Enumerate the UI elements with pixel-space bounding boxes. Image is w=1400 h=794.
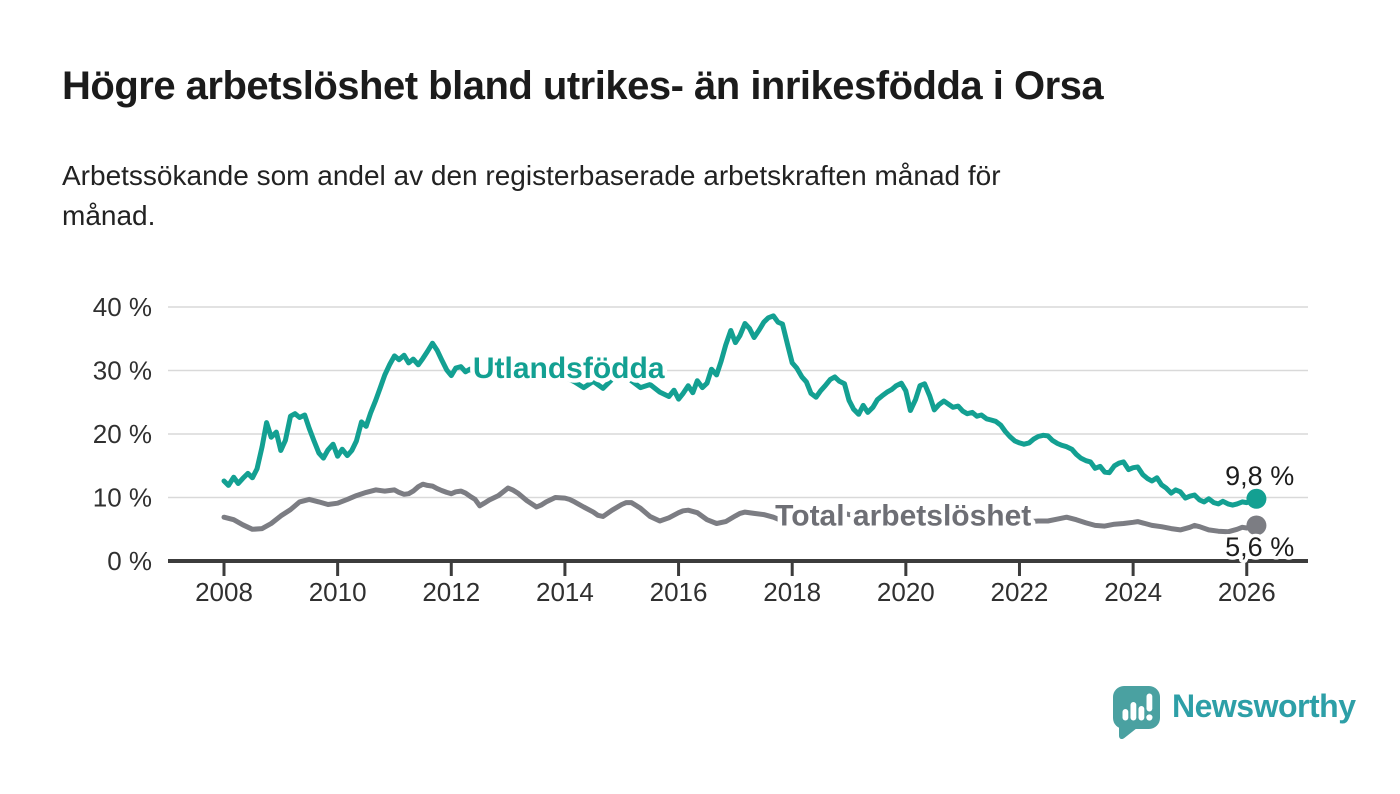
x-tick-label-2008: 2008 [195,577,253,607]
chart-subtitle-line-2: månad. [62,200,156,231]
series-label-utlandsf-dda: Utlandsfödda [473,352,665,385]
series-end-dot-total-arbetsl-shet [1246,515,1267,536]
newsworthy-logo: Newsworthy [1110,682,1356,742]
x-tick-label-2010: 2010 [309,577,367,607]
x-tick-label-2012: 2012 [422,577,480,607]
x-tick-label-2024: 2024 [1104,577,1162,607]
x-tick-label-2018: 2018 [763,577,821,607]
newsworthy-logo-icon [1113,686,1160,740]
series-line-utlandsf-dda [221,313,1259,508]
x-tick-label-2016: 2016 [650,577,708,607]
x-tick-label-2020: 2020 [877,577,935,607]
value-label-9-8-: 9,8 % [1225,461,1294,491]
newsworthy-logo-text: Newsworthy [1172,688,1356,724]
chart-subtitle-line-1: Arbetssökande som andel av den registerb… [62,160,1001,191]
series-label-total-arbetsl-shet: Total arbetslöshet [775,499,1031,532]
x-tick-label-2014: 2014 [536,577,594,607]
y-tick-label-40: 40 % [93,292,152,322]
y-tick-label-20: 20 % [93,419,152,449]
chart-title: Högre arbetslöshet bland utrikes- än inr… [62,64,1104,108]
series-end-dot-utlandsf-dda [1246,488,1267,509]
y-tick-label-30: 30 % [93,356,152,386]
x-tick-label-2026: 2026 [1218,577,1276,607]
y-tick-label-0: 0 % [107,546,152,576]
chart-subtitle: Arbetssökande som andel av den registerb… [62,156,1282,236]
x-tick-label-2022: 2022 [991,577,1049,607]
y-tick-label-10: 10 % [93,483,152,513]
value-label-5-6-: 5,6 % [1225,532,1294,562]
series-line-total-arbetsl-shet [221,481,1259,535]
